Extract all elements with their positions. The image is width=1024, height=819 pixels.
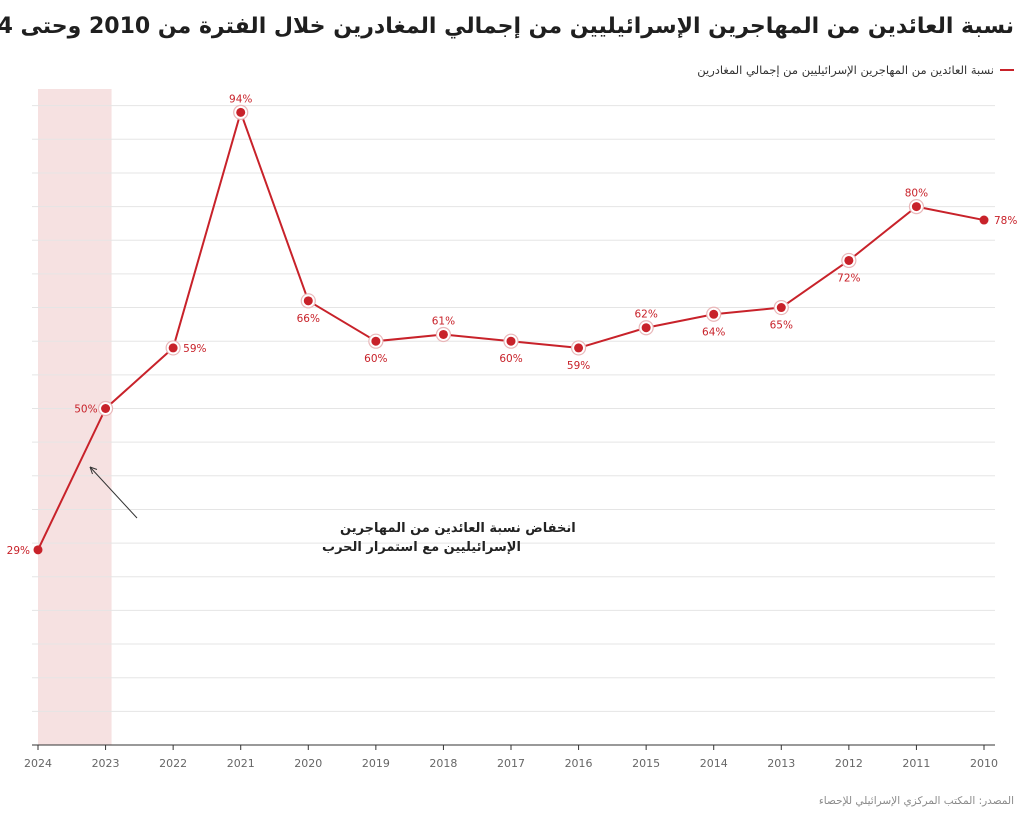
data-point	[506, 336, 516, 346]
x-tick-label: 2018	[429, 757, 457, 770]
data-point	[101, 404, 111, 413]
data-label: 64%	[702, 326, 725, 338]
x-tick-label: 2015	[632, 757, 660, 770]
x-tick-label: 2012	[835, 757, 863, 770]
x-tick-label: 2024	[24, 757, 52, 770]
annotation-arrowhead	[89, 466, 98, 475]
data-point	[371, 336, 381, 346]
x-tick-label: 2020	[294, 757, 322, 770]
x-axis-group: 2024 2023 2022 2021 2020 2019 2018 2017 2016 2015…	[24, 744, 998, 770]
data-point	[776, 303, 786, 313]
legend-label: نسبة العائدين من المهاجرين الإسرائيليين …	[697, 63, 994, 77]
data-label: 61%	[432, 315, 455, 327]
data-point	[844, 255, 854, 265]
gridlines-group	[32, 105, 995, 712]
series-line	[37, 111, 985, 551]
x-tick-label: 2016	[565, 757, 593, 770]
data-label: 65%	[770, 320, 793, 332]
x-tick-label: 2021	[227, 757, 255, 770]
data-label: 94%	[229, 93, 252, 105]
data-label: 78%	[994, 215, 1017, 227]
data-point	[641, 323, 651, 333]
data-points-group	[33, 104, 989, 555]
data-point	[438, 329, 448, 339]
chart-title: نسبة العائدين من المهاجرين الإسرائيليين …	[0, 14, 1014, 39]
annotation-line-1: انخفاض نسبة العائدين من المهاجرين	[340, 521, 576, 536]
data-point	[709, 309, 719, 319]
highlight-band	[38, 89, 112, 745]
data-label: 62%	[634, 309, 657, 321]
data-point	[303, 296, 313, 306]
data-label: 59%	[183, 343, 206, 355]
data-label: 59%	[567, 360, 590, 372]
x-tick-label: 2017	[497, 757, 525, 770]
x-tick-label: 2013	[767, 757, 795, 770]
data-label: 80%	[905, 188, 928, 200]
data-point	[911, 202, 921, 212]
data-labels-group: 29% 50% 59% 94% 66% 60% 61% 60% 59% 62% 64% 65% 72% 8…	[7, 93, 1018, 556]
series-line-group	[37, 111, 985, 551]
data-point	[33, 545, 43, 555]
legend-swatch	[1000, 69, 1014, 71]
legend: نسبة العائدين من المهاجرين الإسرائيليين …	[697, 63, 1014, 77]
data-point	[979, 215, 989, 225]
x-tick-label: 2019	[362, 757, 390, 770]
source-note: المصدر: المكتب المركزي الإسرائيلي للإحصا…	[818, 795, 1014, 807]
data-point	[168, 343, 178, 353]
x-tick-label: 2023	[92, 757, 120, 770]
annotation-line-2: الإسرائيليين مع استمرار الحرب	[322, 540, 521, 555]
annotation-arrow	[89, 466, 138, 519]
data-point	[574, 343, 584, 353]
data-label: 60%	[499, 353, 522, 365]
x-tick-label: 2011	[902, 757, 930, 770]
data-label: 50%	[74, 404, 97, 416]
data-label: 66%	[297, 313, 320, 325]
annotation-group: انخفاض نسبة العائدين من المهاجرين الإسرا…	[89, 466, 576, 555]
x-tick-label: 2010	[970, 757, 998, 770]
data-label: 60%	[364, 353, 387, 365]
x-tick-label: 2022	[159, 757, 187, 770]
x-tick-label: 2014	[700, 757, 728, 770]
data-label: 72%	[837, 272, 860, 284]
highlight-band-group	[38, 89, 112, 745]
data-label: 29%	[7, 545, 30, 557]
data-point	[236, 107, 246, 117]
